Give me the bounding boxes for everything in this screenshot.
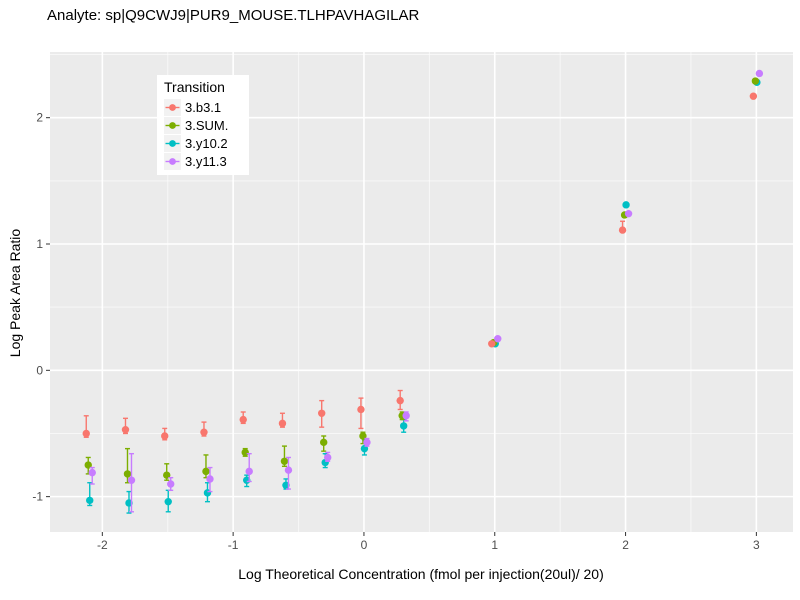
legend-key-icon xyxy=(164,134,181,152)
data-point xyxy=(320,438,328,447)
legend-item-label: 3.b3.1 xyxy=(185,99,222,115)
legend-item-label: 3.SUM. xyxy=(185,117,229,133)
x-tick-label: 0 xyxy=(361,538,368,552)
data-point xyxy=(164,497,172,506)
legend-items: 3.b3.1 3.SUM. 3.y10.2 3.y11.3 xyxy=(164,98,243,170)
data-point xyxy=(622,201,630,209)
x-axis-label: Log Theoretical Concentration (fmol per … xyxy=(238,566,604,582)
data-point xyxy=(278,419,287,428)
data-point xyxy=(121,425,130,434)
data-point xyxy=(494,335,502,343)
data-point xyxy=(82,429,90,438)
x-tick-label: 2 xyxy=(622,538,629,552)
legend-item-3.b3.1: 3.b3.1 xyxy=(164,98,243,116)
data-point xyxy=(239,415,247,424)
legend-key-icon xyxy=(164,152,181,170)
data-point xyxy=(200,428,208,436)
data-point xyxy=(167,480,175,488)
data-point xyxy=(318,409,326,417)
x-tick-label: 1 xyxy=(491,538,498,552)
legend-item-3.y10.2: 3.y10.2 xyxy=(164,134,243,152)
x-tick-label: -2 xyxy=(97,538,108,552)
y-tick-label: 2 xyxy=(36,111,43,125)
data-point xyxy=(123,470,132,478)
legend: Transition 3.b3.1 3.SUM. 3.y10.2 3.y11.3 xyxy=(157,75,249,175)
data-point xyxy=(245,467,253,476)
legend-title: Transition xyxy=(164,79,225,95)
data-point xyxy=(206,475,214,483)
data-point xyxy=(241,448,249,457)
data-point xyxy=(202,467,210,476)
legend-item-3.y11.3: 3.y11.3 xyxy=(164,152,243,170)
legend-item-label: 3.y11.3 xyxy=(185,153,227,169)
legend-key-icon xyxy=(164,116,181,134)
x-tick-label: -1 xyxy=(228,538,239,552)
data-point xyxy=(324,453,332,462)
chart-title: Analyte: sp|Q9CWJ9|PUR9_MOUSE.TLHPAVHAGI… xyxy=(47,7,420,24)
legend-item-3.SUM.: 3.SUM. xyxy=(164,116,243,134)
legend-key-icon xyxy=(164,98,181,116)
y-tick-label: 1 xyxy=(36,237,43,251)
data-point xyxy=(402,412,410,420)
data-point xyxy=(399,422,408,430)
data-point xyxy=(88,468,96,477)
data-point xyxy=(751,77,760,85)
data-point xyxy=(161,432,169,440)
data-point xyxy=(363,438,371,447)
data-point xyxy=(749,92,758,100)
y-tick-label: 0 xyxy=(36,363,43,377)
data-point xyxy=(357,405,365,414)
data-point xyxy=(624,209,633,218)
data-point xyxy=(86,496,94,505)
data-point xyxy=(280,457,289,465)
data-point xyxy=(284,466,293,474)
legend-item-label: 3.y10.2 xyxy=(185,135,228,151)
data-point xyxy=(618,226,627,234)
data-point xyxy=(127,476,136,484)
x-tick-label: 3 xyxy=(753,538,760,552)
y-tick-label: -1 xyxy=(32,490,43,504)
data-point xyxy=(396,396,404,405)
data-point xyxy=(755,69,764,78)
data-point xyxy=(488,340,496,348)
